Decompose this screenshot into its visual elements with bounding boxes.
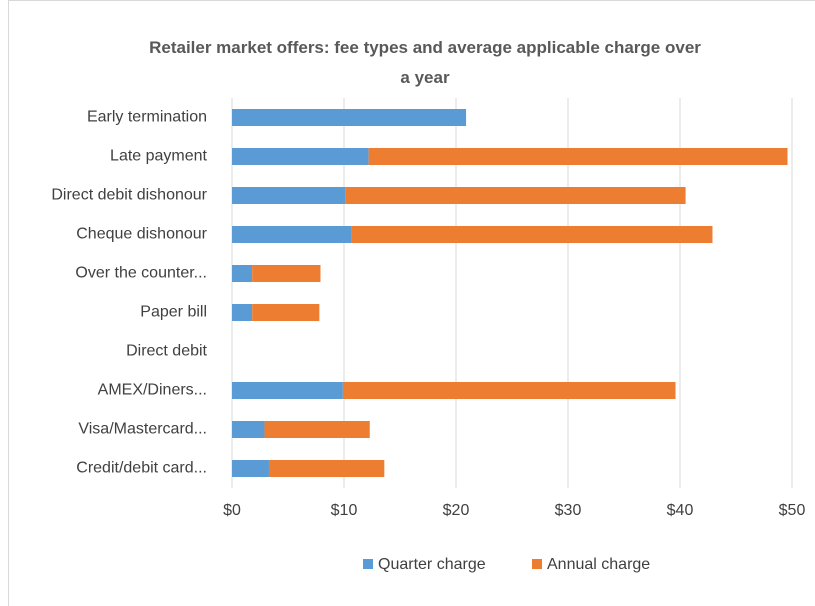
y-tick-label: Paper bill <box>140 304 207 321</box>
y-tick-label: Cheque dishonour <box>76 226 207 243</box>
bar-segment <box>252 304 320 321</box>
bar-segment <box>232 382 343 399</box>
y-tick-label: Over the counter... <box>75 265 207 282</box>
bar-segment <box>232 304 253 321</box>
x-tick-label: $20 <box>443 502 470 519</box>
x-tick-label: $50 <box>779 502 806 519</box>
legend-label: Annual charge <box>547 556 650 573</box>
chart-border <box>8 0 815 606</box>
y-tick-label: Visa/Mastercard... <box>78 421 207 438</box>
bar-segment <box>345 187 686 204</box>
bar-segment <box>232 148 369 165</box>
x-tick-label: $30 <box>555 502 582 519</box>
y-tick-label: AMEX/Diners... <box>98 382 207 399</box>
bar-segment <box>232 109 467 126</box>
x-tick-label: $0 <box>223 502 241 519</box>
legend-swatch <box>532 559 542 569</box>
y-tick-label: Direct debit dishonour <box>51 187 207 204</box>
title-box: Retailer market offers: fee types and av… <box>149 38 701 87</box>
legend-label: Quarter charge <box>378 556 486 573</box>
bar-segment <box>232 460 269 477</box>
y-tick-label: Early termination <box>87 109 207 126</box>
y-tick-label: Credit/debit card... <box>76 460 207 477</box>
bar-segment <box>252 265 321 282</box>
bar-segment <box>268 460 385 477</box>
y-tick-label: Direct debit <box>126 343 207 360</box>
bar-segment <box>264 421 370 438</box>
bar-segment <box>368 148 788 165</box>
x-tick-label: $40 <box>667 502 694 519</box>
legend-swatch <box>363 559 373 569</box>
x-tick-label: $10 <box>331 502 358 519</box>
y-tick-label: Late payment <box>110 148 208 165</box>
bar-segment <box>351 226 713 243</box>
bar-segment <box>232 421 265 438</box>
bar-segment <box>232 226 352 243</box>
chart-title: Retailer market offers: fee types and av… <box>149 38 701 87</box>
bar-segment <box>232 265 253 282</box>
bar-segment <box>232 187 346 204</box>
bar-segment <box>342 382 676 399</box>
